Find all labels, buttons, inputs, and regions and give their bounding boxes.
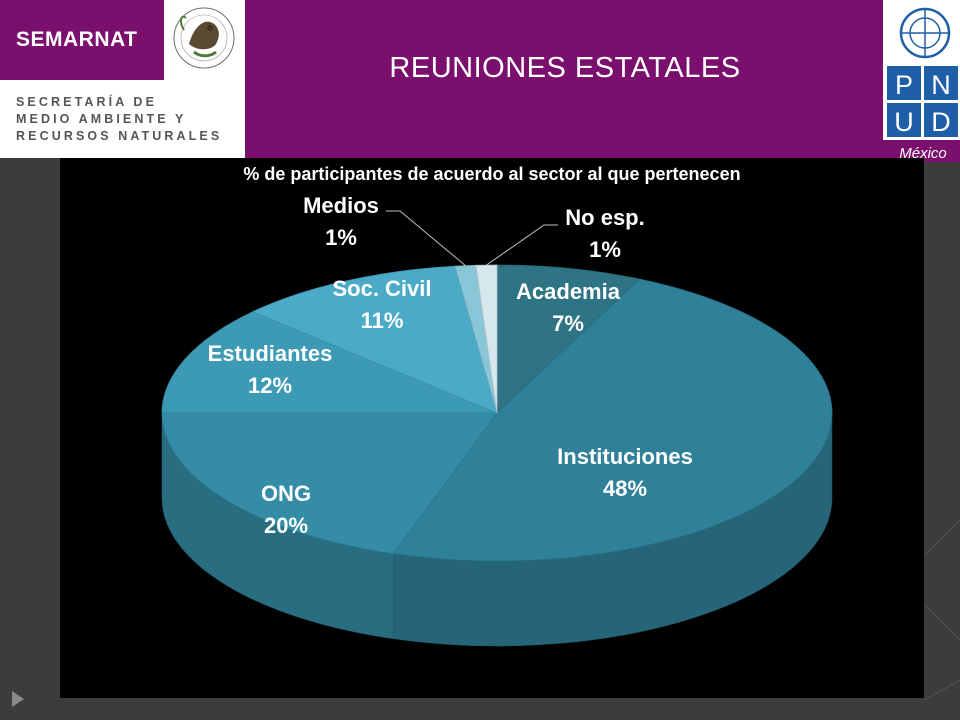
pie-slice-instituciones: [392, 278, 833, 562]
semarnat-logo: SEMARNAT SECRETARÍA DE MEDIO AMBIENTE Y …: [0, 0, 247, 158]
undp-logo-graphic: P N U D México: [883, 2, 960, 162]
slice-value-ong: 20%: [264, 513, 308, 538]
pie-slice-estudiantes: [161, 311, 498, 414]
slice-label-soc-civil: Soc. Civil: [332, 276, 431, 301]
pie-slice-ong: [161, 412, 498, 555]
chart-panel: Academia 7% Instituciones 48% ONG 20% Estudian…: [60, 158, 924, 698]
leader-line-medios: [386, 210, 466, 267]
slice-label-academia: Academia: [516, 279, 621, 304]
page-title: REUNIONES ESTATALES: [389, 52, 741, 84]
undp-letter-p: P: [895, 70, 913, 100]
slice-label-estudiantes: Estudiantes: [208, 341, 333, 366]
pie-labels: Academia 7% Instituciones 48% ONG 20% Estudian…: [208, 193, 693, 538]
slice-value-no-esp-: 1%: [589, 237, 621, 262]
pie-slice-academia: [496, 264, 641, 414]
agency-line-1: SECRETARÍA DE: [16, 95, 158, 109]
slice-value-academia: 7%: [552, 311, 584, 336]
undp-letter-d: D: [931, 107, 951, 137]
pie-slices: [161, 264, 833, 562]
pie-slice-no-esp-: [475, 264, 498, 414]
semarnat-tab: SEMARNAT: [0, 0, 164, 80]
undp-logo: P N U D México: [883, 0, 960, 162]
slice-value-estudiantes: 12%: [248, 373, 292, 398]
undp-letter-u: U: [894, 107, 914, 137]
slice-label-instituciones: Instituciones: [557, 444, 693, 469]
leader-line-no-esp: [486, 224, 558, 266]
title-band: REUNIONES ESTATALES: [247, 0, 883, 158]
header: SEMARNAT SECRETARÍA DE MEDIO AMBIENTE Y …: [0, 0, 960, 162]
brand-name: SEMARNAT: [16, 28, 138, 51]
slice-value-instituciones: 48%: [603, 476, 647, 501]
slice-value-medios: 1%: [325, 225, 357, 250]
slice-label-ong: ONG: [261, 481, 311, 506]
agency-line-3: RECURSOS NATURALES: [16, 129, 223, 143]
slice-label-no-esp-: No esp.: [565, 205, 644, 230]
chart-title: % de participantes de acuerdo al sector …: [243, 164, 741, 184]
slice-value-soc-civil: 11%: [361, 308, 404, 333]
agency-line-2: MEDIO AMBIENTE Y: [16, 112, 187, 126]
slice-label-medios: Medios: [303, 193, 379, 218]
undp-letter-n: N: [931, 70, 951, 100]
leader-lines: [386, 210, 558, 267]
play-arrow-icon: [12, 691, 24, 707]
eagle-seal-icon: [173, 7, 235, 69]
pie-chart: Academia 7% Instituciones 48% ONG 20% Estudian…: [161, 193, 833, 647]
agency-name: SECRETARÍA DE MEDIO AMBIENTE Y RECURSOS …: [16, 94, 241, 145]
mexico-seal: [164, 0, 245, 80]
pie-slice-soc-civil: [251, 265, 498, 414]
undp-country: México: [899, 145, 947, 162]
